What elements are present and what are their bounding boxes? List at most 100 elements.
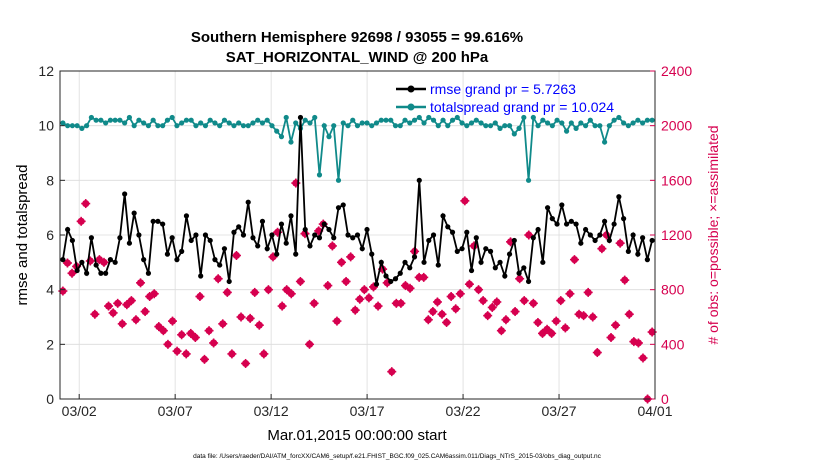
- spread-point: [340, 120, 346, 126]
- obs-marker: [606, 333, 616, 342]
- obs-marker: [305, 339, 315, 349]
- x-tick-label: 03/12: [254, 403, 289, 419]
- rmse-point: [193, 232, 199, 238]
- right-tick-label: 800: [661, 282, 685, 298]
- rmse-point: [369, 251, 375, 257]
- spread-point: [212, 120, 218, 126]
- spread-point: [373, 120, 380, 126]
- obs-marker: [638, 353, 648, 363]
- obs-marker: [263, 285, 273, 295]
- spread-point: [136, 117, 142, 123]
- spread-point: [416, 114, 422, 121]
- obs-marker: [501, 315, 511, 325]
- spread-point: [198, 120, 204, 126]
- rmse-point: [264, 246, 270, 252]
- spread-point: [549, 123, 555, 129]
- rmse-point: [316, 235, 323, 241]
- rmse-point: [155, 218, 161, 224]
- x-axis-ticks: 03/02 03/07 03/12 03/17 03/22 03/27 04/01: [62, 394, 673, 419]
- rmse-point: [397, 270, 403, 276]
- obs-marker: [236, 312, 246, 322]
- rmse-point: [278, 221, 285, 227]
- chart-title-line1: Southern Hemisphere 92698 / 93055 = 99.6…: [191, 29, 523, 46]
- spread-point: [202, 123, 209, 129]
- spread-point: [364, 120, 370, 126]
- spread-point: [449, 117, 456, 123]
- rmse-point: [117, 235, 123, 241]
- spread-point: [568, 120, 574, 126]
- obs-marker: [611, 320, 621, 330]
- obs-marker: [346, 252, 356, 262]
- rmse-series: [60, 114, 655, 287]
- spread-point: [378, 117, 384, 123]
- spread-point: [440, 117, 446, 123]
- rmse-point: [231, 229, 237, 235]
- rmse-point: [207, 237, 213, 244]
- spread-point: [468, 120, 475, 126]
- obs-marker: [569, 255, 579, 265]
- spread-point: [430, 117, 437, 123]
- spread-point: [240, 123, 247, 129]
- rmse-point: [421, 259, 427, 265]
- rmse-point: [283, 240, 289, 246]
- obs-marker: [364, 293, 374, 303]
- spread-point: [174, 123, 180, 129]
- spread-point: [530, 114, 536, 121]
- spread-point: [397, 123, 403, 129]
- spread-point: [435, 123, 441, 129]
- spread-point: [354, 123, 361, 129]
- legend-spread-marker: [407, 103, 415, 111]
- obs-marker: [136, 278, 146, 288]
- rmse-point: [131, 210, 137, 216]
- rmse-point: [473, 235, 479, 241]
- spread-point: [407, 120, 413, 126]
- obs-marker: [199, 354, 209, 364]
- rmse-point: [602, 218, 608, 224]
- spread-point: [231, 123, 237, 129]
- obs-marker: [492, 297, 502, 307]
- rmse-point: [649, 237, 655, 244]
- obs-marker: [250, 287, 260, 297]
- rmse-point: [164, 251, 171, 257]
- spread-point: [473, 117, 479, 123]
- rmse-point: [331, 235, 337, 241]
- spread-point: [112, 117, 118, 123]
- spread-point: [326, 134, 332, 140]
- right-tick-label: 0: [661, 391, 669, 407]
- obs-marker: [350, 305, 360, 315]
- left-tick-label: 6: [46, 227, 54, 243]
- obs-marker: [487, 302, 497, 312]
- rmse-point: [141, 257, 147, 263]
- right-tick-label: 400: [661, 336, 685, 352]
- rmse-point: [122, 191, 128, 197]
- obs-marker: [337, 257, 347, 267]
- rmse-point: [440, 213, 446, 219]
- rmse-point: [483, 246, 489, 252]
- spread-point: [350, 117, 356, 123]
- spread-point: [630, 120, 636, 126]
- rmse-point: [464, 229, 470, 235]
- rmse-point: [354, 232, 361, 238]
- spread-point: [131, 123, 137, 129]
- x-tick-label: 03/22: [446, 403, 481, 419]
- spread-point: [359, 120, 365, 126]
- rmse-point: [179, 248, 185, 254]
- obs-marker: [67, 268, 77, 278]
- rmse-point: [492, 265, 498, 271]
- spread-point: [621, 120, 627, 126]
- rmse-line: [61, 117, 653, 285]
- spread-point: [74, 123, 80, 129]
- obs-marker: [181, 349, 191, 359]
- obs-marker: [551, 316, 561, 326]
- obs-marker: [227, 349, 237, 359]
- obs-marker: [254, 320, 264, 330]
- rmse-point: [535, 226, 541, 233]
- spread-point: [497, 125, 503, 131]
- spread-point: [597, 123, 603, 129]
- rmse-point: [502, 273, 508, 279]
- rmse-point: [359, 246, 365, 252]
- spread-point: [578, 120, 584, 126]
- obs-marker: [90, 309, 100, 319]
- spread-point: [188, 117, 194, 123]
- obs-marker: [597, 244, 607, 254]
